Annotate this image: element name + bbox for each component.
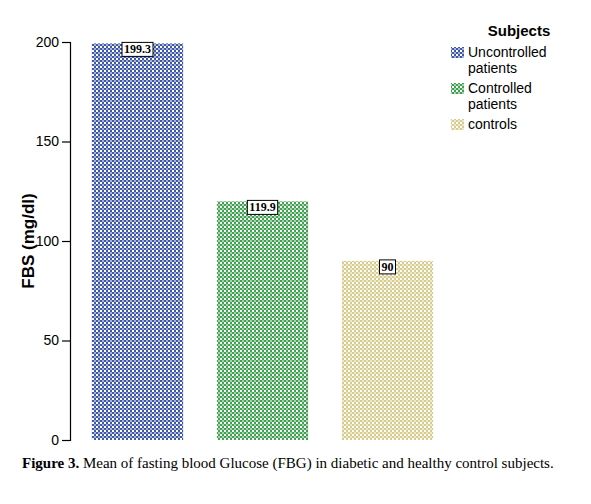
bar xyxy=(217,201,308,440)
legend-swatch xyxy=(451,119,464,130)
bar xyxy=(92,43,183,440)
data-label-box xyxy=(247,200,277,214)
legend: Subjects Uncontrolledpatients Controlledpa… xyxy=(451,22,550,132)
data-labels: 199.3 119.9 90 xyxy=(122,42,396,274)
y-tick-label: 50 xyxy=(43,332,59,348)
data-label-text: 90 xyxy=(382,260,394,274)
y-tick: 100 xyxy=(36,233,70,249)
y-tick-label: 0 xyxy=(51,432,59,448)
data-label-box xyxy=(380,260,396,274)
y-tick-label: 200 xyxy=(36,34,60,50)
y-axis: 0 50 100 150 200 xyxy=(36,34,71,448)
legend-swatch xyxy=(451,83,464,94)
y-tick: 50 xyxy=(43,332,70,348)
y-tick-mark xyxy=(62,42,70,43)
bars xyxy=(92,43,433,440)
legend-swatch xyxy=(451,47,464,58)
y-tick-mark xyxy=(62,141,70,142)
caption: Figure 3. Mean of fasting blood Glucose … xyxy=(22,455,554,472)
y-tick-label: 100 xyxy=(36,233,60,249)
y-tick: 0 xyxy=(51,432,70,448)
legend-title: Subjects xyxy=(488,22,551,39)
data-label-box xyxy=(122,42,153,56)
data-label-text: 199.3 xyxy=(124,42,151,56)
data-label: 90 xyxy=(380,260,396,274)
y-tick: 200 xyxy=(36,34,70,50)
data-label: 199.3 xyxy=(122,42,153,56)
y-axis-line xyxy=(62,43,71,441)
y-tick-mark xyxy=(62,241,70,242)
bar xyxy=(342,261,433,440)
legend-label: controls xyxy=(468,116,517,132)
y-axis-title: FBS (mg/dl) xyxy=(19,193,38,288)
y-tick-label: 150 xyxy=(36,133,60,149)
data-label: 119.9 xyxy=(247,200,277,214)
data-label-text: 119.9 xyxy=(249,200,275,214)
chart: 0 50 100 150 200 FBS (mg/dl) 199.3 119.9 90 Subje… xyxy=(0,0,591,504)
y-tick: 150 xyxy=(36,133,70,149)
y-tick-mark xyxy=(62,440,70,441)
legend-label: Uncontrolledpatients xyxy=(468,44,547,76)
y-tick-mark xyxy=(62,340,70,341)
legend-label: Controlledpatients xyxy=(468,80,532,112)
